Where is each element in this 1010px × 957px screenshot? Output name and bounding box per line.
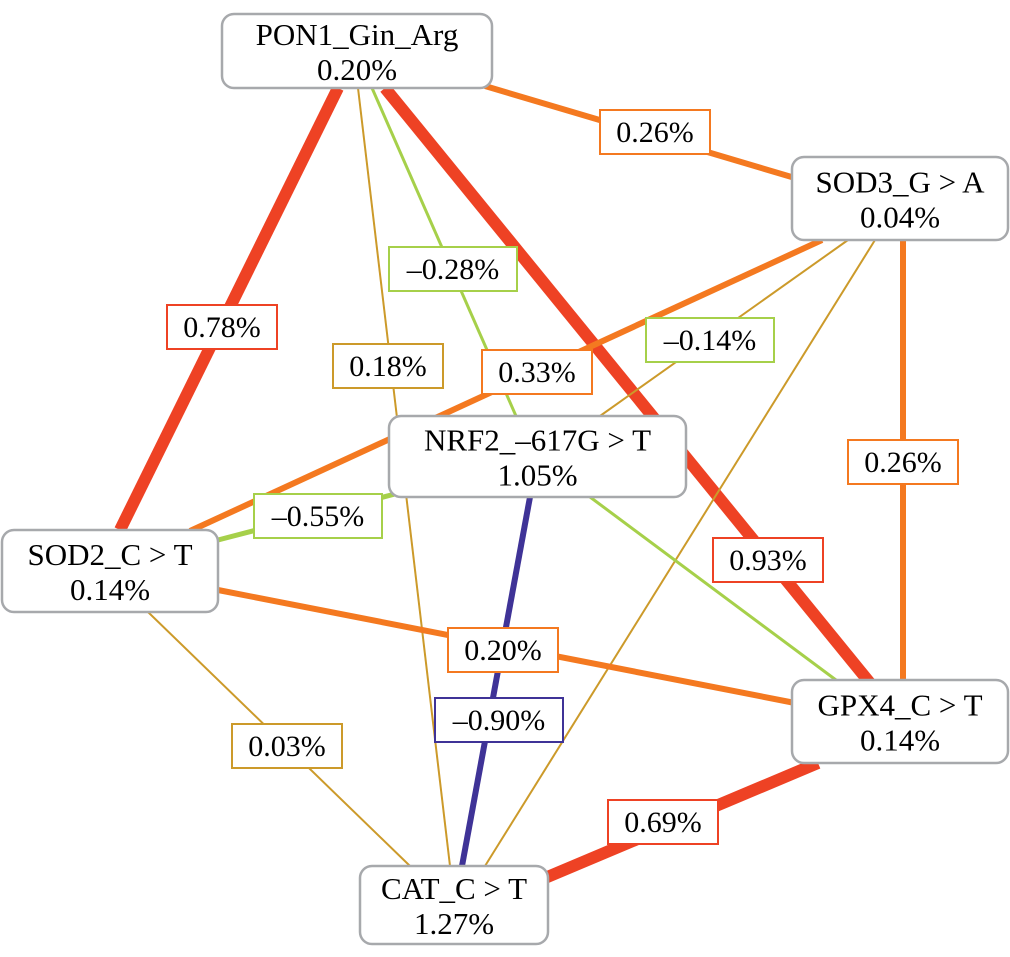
edge-label: –0.90%: [434, 697, 564, 743]
edge-labels-layer: 0.26% 0.78% 0.93% –0.28% 0.18% 0.33% –0.14% 0.2…: [166, 109, 959, 845]
node-label: PON1_Gin_Arg: [256, 17, 459, 52]
edge-label-text: 0.18%: [349, 350, 427, 383]
edge-label-text: 0.78%: [183, 311, 261, 344]
edge-label-box: [607, 799, 719, 845]
edge-nrf2-cat: [459, 496, 533, 867]
edge-label-box: [253, 493, 383, 539]
node-value: 1.27%: [414, 906, 494, 941]
node-label: CAT_C > T: [381, 871, 527, 906]
edge-label: 0.26%: [847, 439, 959, 485]
edge-label-text: –0.90%: [452, 704, 546, 737]
node-value: 0.20%: [317, 52, 397, 87]
node-sod2: SOD2_C > T0.14%: [0, 528, 220, 614]
node-cat: CAT_C > T1.27%: [358, 864, 550, 946]
edge-label: 0.93%: [712, 537, 824, 583]
edge-label-text: 0.03%: [248, 730, 326, 763]
edge-label: 0.26%: [599, 109, 711, 155]
node-value: 0.04%: [860, 200, 940, 235]
edge-label: –0.55%: [253, 493, 383, 539]
node-label: SOD3_G > A: [815, 165, 985, 200]
edge-label: 0.33%: [481, 349, 593, 395]
edge-label-text: –0.55%: [271, 500, 365, 533]
edge-label-text: 0.93%: [729, 544, 807, 577]
node-label: NRF2_–617G > T: [424, 423, 651, 458]
edge-sod3-cat: [484, 239, 876, 867]
node-box: [387, 414, 688, 499]
node-box: [0, 528, 220, 614]
edge-label-box: [166, 304, 278, 350]
edge-label-box: [599, 109, 711, 155]
node-value: 1.05%: [497, 458, 577, 493]
node-label: SOD2_C > T: [27, 537, 192, 572]
edge-pon1-gpx4: [380, 84, 875, 687]
edge-label-text: –0.28%: [406, 253, 500, 286]
node-box: [790, 678, 1010, 765]
edge-label: 0.20%: [447, 627, 559, 673]
edge-label-box: [332, 343, 444, 389]
edge-label-text: 0.26%: [864, 446, 942, 479]
edge-label-text: –0.14%: [663, 324, 757, 357]
edge-label-box: [847, 439, 959, 485]
edge-label: –0.14%: [645, 317, 775, 363]
edge-label: 0.03%: [231, 723, 343, 769]
node-box: [358, 864, 550, 946]
edge-label-box: [712, 537, 824, 583]
node-sod3: SOD3_G > A0.04%: [790, 155, 1010, 242]
node-box: [220, 12, 494, 90]
edge-label: 0.18%: [332, 343, 444, 389]
edge-label-box: [231, 723, 343, 769]
node-gpx4: GPX4_C > T0.14%: [790, 678, 1010, 765]
edge-label-text: 0.26%: [616, 116, 694, 149]
edge-label: 0.78%: [166, 304, 278, 350]
node-box: [790, 155, 1010, 242]
node-value: 0.14%: [70, 572, 150, 607]
edge-nrf2-gpx4: [589, 495, 841, 685]
edge-label-box: [447, 627, 559, 673]
edge-label-text: 0.69%: [624, 806, 702, 839]
edge-label-box: [388, 246, 518, 292]
edge-label: –0.28%: [388, 246, 518, 292]
edge-label-text: 0.20%: [464, 634, 542, 667]
node-nrf2: NRF2_–617G > T1.05%: [387, 414, 688, 499]
node-label: GPX4_C > T: [817, 688, 982, 723]
edge-label: 0.69%: [607, 799, 719, 845]
node-value: 0.14%: [860, 723, 940, 758]
edge-label-box: [481, 349, 593, 395]
edge-label-box: [645, 317, 775, 363]
edge-label-box: [434, 697, 564, 743]
edge-label-text: 0.33%: [498, 356, 576, 389]
